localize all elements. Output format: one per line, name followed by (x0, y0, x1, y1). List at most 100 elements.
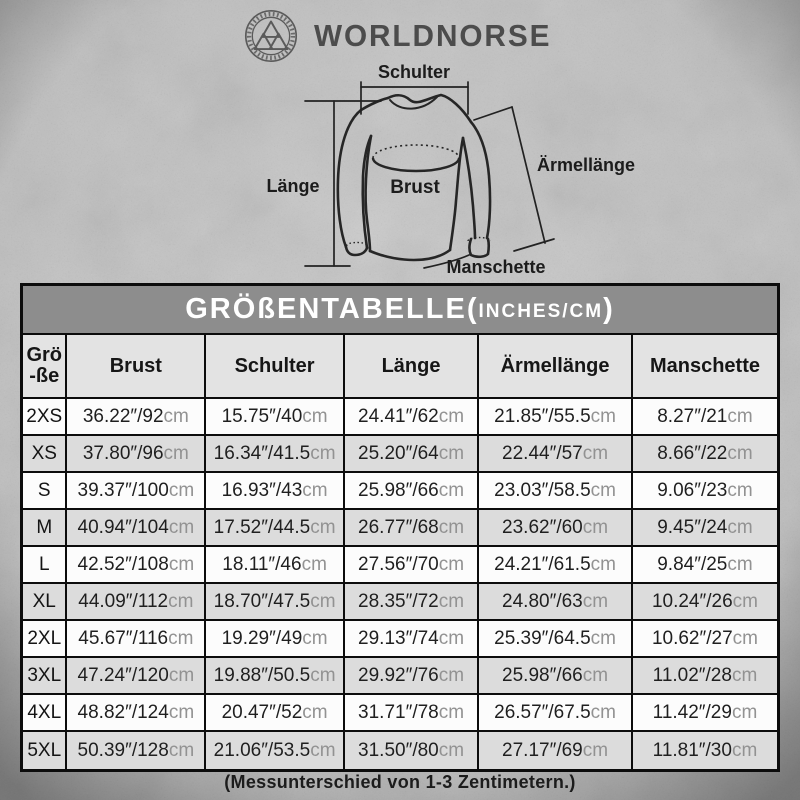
brust-cell: 50.39″/128 cm (67, 732, 207, 769)
measurement-value: 26.77″/68 (358, 516, 439, 538)
measurement-value: 37.80″/96 (82, 442, 164, 464)
measurement-value: 24.80″/63 (502, 590, 583, 612)
schulter-cell: 16.93″/43 cm (206, 473, 345, 508)
measurement-value: 48.82″/124 (77, 701, 169, 723)
measurement-value: 9.45″/24 (657, 516, 728, 538)
measurement-diagram: Schulter Länge Brust Ärmellänge Manschet… (238, 58, 662, 286)
table-row: L 42.52″/108 cm 18.11″/46 cm 27.56″/70 cm 2… (23, 547, 777, 584)
measurement-value: 21.85″/55.5 (494, 405, 591, 427)
unit-label: cm (438, 590, 465, 612)
unit-label: cm (438, 739, 465, 761)
unit-label: cm (168, 516, 195, 538)
table-row: 2XS 36.22″/92 cm 15.75″/40 cm 24.41″/62 cm … (23, 399, 777, 436)
column-header-schulter: Schulter (206, 335, 345, 397)
brand-header: WORLDNORSE (0, 6, 800, 66)
brust-cell: 45.67″/116 cm (67, 621, 207, 656)
unit-label: cm (163, 405, 189, 427)
unit-label: cm (438, 553, 465, 575)
measurement-value: 27.17″/69 (502, 739, 583, 761)
unit-label: cm (438, 627, 465, 649)
measurement-value: 10.62″/27 (651, 627, 733, 649)
measurement-value: 28.35″/72 (358, 590, 439, 612)
size-cell: XS (23, 436, 68, 471)
size-cell: 4XL (23, 695, 68, 730)
table-row: M 40.94″/104 cm 17.52″/44.5 cm 26.77″/68 cm… (23, 510, 777, 547)
table-title-close: ) (603, 293, 615, 325)
measurement-value: 8.66″/22 (657, 442, 728, 464)
column-header-brust: Brust (67, 335, 207, 397)
diagram-label-aermellaenge: Ärmellänge (537, 155, 635, 175)
unit-label: cm (731, 701, 758, 723)
unit-label: cm (582, 664, 609, 686)
laenge-cell: 26.77″/68 cm (345, 510, 480, 545)
measurement-value: 40.94″/104 (77, 516, 169, 538)
schulter-cell: 18.11″/46 cm (206, 547, 345, 582)
unit-label: cm (302, 701, 328, 723)
laenge-cell: 29.92″/76 cm (345, 658, 480, 693)
unit-label: cm (163, 442, 189, 464)
unit-label: cm (438, 405, 465, 427)
measurement-value: 36.22″/92 (82, 405, 164, 427)
manschette-cell: 10.62″/27 cm (633, 621, 777, 656)
table-row: 5XL 50.39″/128 cm 21.06″/53.5 cm 31.50″/80… (23, 732, 777, 769)
laenge-cell: 29.13″/74 cm (345, 621, 480, 656)
unit-label: cm (438, 479, 465, 501)
measurement-value: 19.88″/50.5 (213, 664, 311, 686)
manschette-cell: 9.45″/24 cm (633, 510, 777, 545)
manschette-cell: 9.06″/23 cm (633, 473, 777, 508)
measurement-value: 29.13″/74 (358, 627, 439, 649)
unit-label: cm (310, 739, 336, 761)
manschette-cell: 10.24″/26 cm (633, 584, 777, 619)
laenge-cell: 24.41″/62 cm (345, 399, 480, 434)
measurement-value: 20.47″/52 (221, 701, 303, 723)
measurement-value: 11.81″/30 (652, 739, 732, 761)
brust-cell: 48.82″/124 cm (67, 695, 207, 730)
unit-label: cm (590, 701, 616, 723)
diagram-label-laenge: Länge (266, 176, 319, 196)
laenge-cell: 28.35″/72 cm (345, 584, 480, 619)
measurement-value: 45.67″/116 (78, 627, 169, 649)
unit-label: cm (168, 739, 195, 761)
schulter-cell: 19.88″/50.5 cm (206, 658, 345, 693)
measurement-value: 17.52″/44.5 (213, 516, 311, 538)
brust-cell: 42.52″/108 cm (67, 547, 207, 582)
measurement-value: 21.06″/53.5 (213, 739, 311, 761)
brust-cell: 37.80″/96 cm (67, 436, 207, 471)
measurement-value: 42.52″/108 (77, 553, 169, 575)
unit-label: cm (168, 479, 195, 501)
unit-label: cm (310, 442, 336, 464)
unit-label: cm (727, 553, 753, 575)
size-cell: 2XS (23, 399, 68, 434)
table-row: 4XL 48.82″/124 cm 20.47″/52 cm 31.71″/78 cm… (23, 695, 777, 732)
measurement-value: 31.71″/78 (358, 701, 439, 723)
table-title-unit: INCHES/CM (478, 300, 604, 322)
measurement-value: 22.44″/57 (502, 442, 583, 464)
unit-label: cm (590, 627, 616, 649)
measurement-value: 26.57″/67.5 (494, 701, 591, 723)
diagram-label-schulter: Schulter (378, 62, 450, 82)
schulter-cell: 21.06″/53.5 cm (206, 732, 345, 769)
size-cell: 5XL (23, 732, 68, 769)
measurement-value: 18.11″/46 (222, 553, 302, 575)
schulter-cell: 20.47″/52 cm (206, 695, 345, 730)
unit-label: cm (582, 590, 609, 612)
manschette-cell: 9.84″/25 cm (633, 547, 777, 582)
brust-cell: 47.24″/120 cm (67, 658, 207, 693)
table-row: S 39.37″/100 cm 16.93″/43 cm 25.98″/66 cm 2… (23, 473, 777, 510)
manschette-cell: 11.02″/28 cm (633, 658, 777, 693)
laenge-cell: 31.71″/78 cm (345, 695, 480, 730)
size-table: GRÖßENTABELLE(INCHES/CM) Grö -ße Brust S… (20, 283, 780, 772)
column-header-laenge: Länge (345, 335, 480, 397)
laenge-cell: 25.20″/64 cm (345, 436, 480, 471)
measurement-value: 25.39″/64.5 (494, 627, 591, 649)
table-header-row: Grö -ße Brust Schulter Länge Ärmellänge … (23, 335, 777, 399)
unit-label: cm (727, 516, 753, 538)
brust-cell: 36.22″/92 cm (67, 399, 207, 434)
measurement-value: 24.41″/62 (358, 405, 439, 427)
unit-label: cm (438, 701, 465, 723)
aermellaenge-cell: 25.98″/66 cm (479, 658, 633, 693)
measurement-value: 29.92″/76 (358, 664, 439, 686)
schulter-cell: 17.52″/44.5 cm (206, 510, 345, 545)
laenge-cell: 31.50″/80 cm (345, 732, 480, 769)
